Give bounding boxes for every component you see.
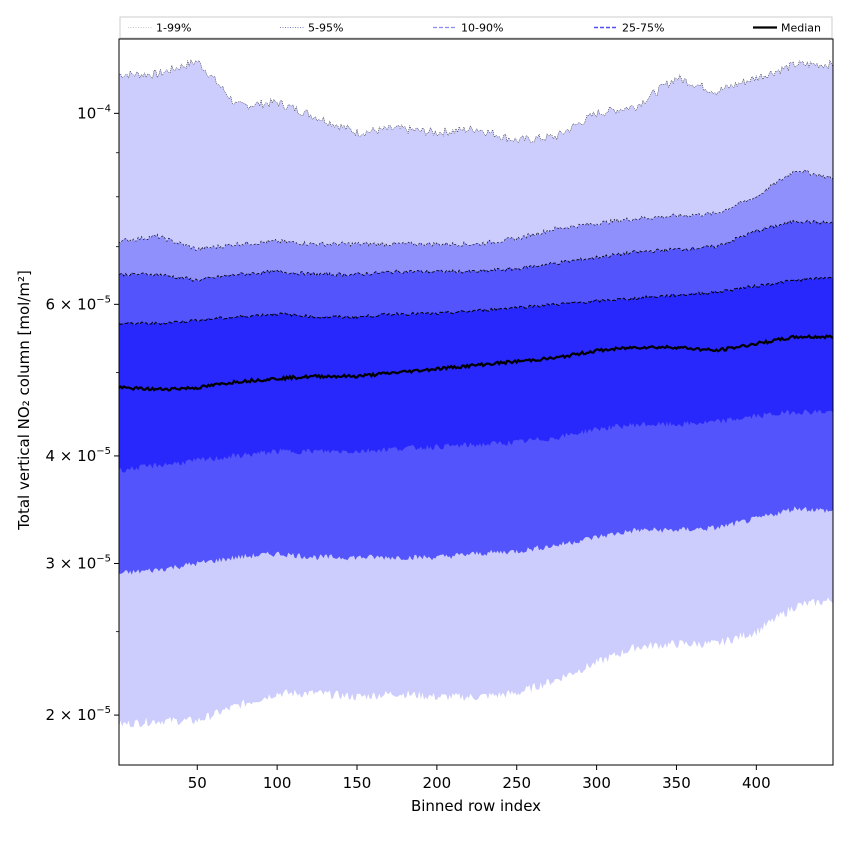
band-10-90-upper-line (118, 219, 834, 282)
x-tick-label: 50 (188, 774, 207, 792)
y-tick-label: 3 × 10−5 (46, 553, 112, 572)
x-tick-label: 350 (662, 774, 691, 792)
band-25-75 (119, 277, 833, 473)
legend-label: Median (781, 22, 821, 35)
y-axis: 2 × 10−5 3 × 10−5 4 × 10−5 6 × 10−5 10−4 (46, 103, 119, 724)
legend-label: 5-95% (308, 22, 343, 35)
x-tick-label: 300 (582, 774, 611, 792)
plot-frame (118, 38, 834, 766)
legend-label: 25-75% (622, 22, 664, 35)
legend-box (119, 16, 833, 39)
x-axis-title: Binned row index (411, 797, 541, 815)
x-tick-label: 250 (502, 774, 531, 792)
x-tick-label: 400 (742, 774, 771, 792)
median-line (118, 333, 834, 392)
percentile-bands (118, 58, 834, 728)
legend-label: 10-90% (461, 22, 503, 35)
y-axis-title: Total vertical NO₂ column [mol/m²] (15, 270, 33, 531)
y-tick-label: 4 × 10−5 (46, 446, 112, 465)
y-tick-label: 2 × 10−5 (46, 705, 112, 724)
median-layer (118, 333, 834, 392)
x-tick-label: 150 (343, 774, 372, 792)
x-axis: 50 100 150 200 250 300 350 400 (188, 765, 771, 792)
band-5-95-upper-line (118, 169, 834, 251)
band-1-99-upper-line (118, 58, 834, 144)
y-tick-label: 10−4 (77, 103, 111, 122)
x-tick-label: 100 (263, 774, 292, 792)
x-tick-label: 200 (423, 774, 452, 792)
legend: 1-99% 5-95% 10-90% 25-75% Median (119, 16, 833, 39)
band-25-75-upper-line (118, 276, 834, 326)
y-tick-label: 6 × 10−5 (46, 294, 112, 313)
legend-label: 1-99% (156, 22, 191, 35)
